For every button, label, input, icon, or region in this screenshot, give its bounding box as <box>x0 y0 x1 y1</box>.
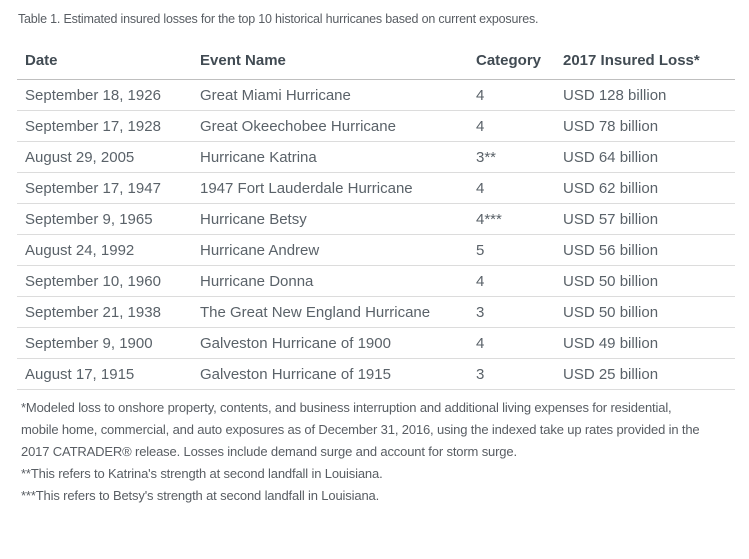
cell-event-name: Great Okeechobee Hurricane <box>192 110 468 142</box>
cell-insured-loss: USD 50 billion <box>555 265 735 297</box>
cell-category: 4 <box>468 327 555 359</box>
cell-category: 3** <box>468 141 555 173</box>
cell-event-name: Hurricane Katrina <box>192 141 468 173</box>
table-header: Date Event Name Category 2017 Insured Lo… <box>17 40 735 80</box>
footnote-line: **This refers to Katrina's strength at s… <box>21 466 383 481</box>
cell-date: September 18, 1926 <box>17 79 192 111</box>
cell-date: September 17, 1947 <box>17 172 192 204</box>
table-row: September 17, 1928 Great Okeechobee Hurr… <box>17 110 735 142</box>
cell-event-name: Galveston Hurricane of 1900 <box>192 327 468 359</box>
header-row: Date Event Name Category 2017 Insured Lo… <box>17 40 735 80</box>
table-row: September 18, 1926 Great Miami Hurricane… <box>17 79 735 111</box>
table-row: August 17, 1915 Galveston Hurricane of 1… <box>17 358 735 390</box>
column-header-category: Category <box>468 40 555 80</box>
cell-event-name: 1947 Fort Lauderdale Hurricane <box>192 172 468 204</box>
cell-category: 4 <box>468 265 555 297</box>
cell-category: 4*** <box>468 203 555 235</box>
cell-category: 5 <box>468 234 555 266</box>
footnote-line: 2017 CATRADER® release. Losses include d… <box>21 444 517 459</box>
cell-insured-loss: USD 50 billion <box>555 296 735 328</box>
column-header-date: Date <box>17 40 192 80</box>
cell-event-name: Hurricane Andrew <box>192 234 468 266</box>
cell-insured-loss: USD 128 billion <box>555 79 735 111</box>
cell-date: September 9, 1900 <box>17 327 192 359</box>
table-row: September 10, 1960 Hurricane Donna 4 USD… <box>17 265 735 297</box>
footnotes: *Modeled loss to onshore property, conte… <box>21 397 749 507</box>
footnote-line: mobile home, commercial, and auto exposu… <box>21 422 700 437</box>
cell-event-name: The Great New England Hurricane <box>192 296 468 328</box>
table-row: September 17, 1947 1947 Fort Lauderdale … <box>17 172 735 204</box>
footnote-line: ***This refers to Betsy's strength at se… <box>21 488 380 503</box>
page: { "title": "Table 1. Estimated insured l… <box>0 12 749 559</box>
footnote-line: *Modeled loss to onshore property, conte… <box>21 400 672 415</box>
cell-category: 4 <box>468 110 555 142</box>
cell-category: 3 <box>468 296 555 328</box>
hurricane-loss-table: Date Event Name Category 2017 Insured Lo… <box>17 40 735 390</box>
table-row: September 9, 1900 Galveston Hurricane of… <box>17 327 735 359</box>
cell-date: August 29, 2005 <box>17 141 192 173</box>
cell-date: September 10, 1960 <box>17 265 192 297</box>
cell-category: 4 <box>468 79 555 111</box>
column-header-event-name: Event Name <box>192 40 468 80</box>
cell-insured-loss: USD 25 billion <box>555 358 735 390</box>
cell-event-name: Hurricane Donna <box>192 265 468 297</box>
cell-insured-loss: USD 57 billion <box>555 203 735 235</box>
cell-event-name: Hurricane Betsy <box>192 203 468 235</box>
table-row: September 9, 1965 Hurricane Betsy 4*** U… <box>17 203 735 235</box>
cell-date: September 21, 1938 <box>17 296 192 328</box>
table-row: September 21, 1938 The Great New England… <box>17 296 735 328</box>
cell-insured-loss: USD 64 billion <box>555 141 735 173</box>
cell-date: August 24, 1992 <box>17 234 192 266</box>
table-row: August 29, 2005 Hurricane Katrina 3** US… <box>17 141 735 173</box>
cell-event-name: Galveston Hurricane of 1915 <box>192 358 468 390</box>
cell-insured-loss: USD 62 billion <box>555 172 735 204</box>
cell-date: September 9, 1965 <box>17 203 192 235</box>
cell-date: September 17, 1928 <box>17 110 192 142</box>
cell-insured-loss: USD 49 billion <box>555 327 735 359</box>
table-row: August 24, 1992 Hurricane Andrew 5 USD 5… <box>17 234 735 266</box>
table-body: September 18, 1926 Great Miami Hurricane… <box>17 79 735 390</box>
cell-date: August 17, 1915 <box>17 358 192 390</box>
cell-category: 3 <box>468 358 555 390</box>
column-header-insured-loss: 2017 Insured Loss* <box>555 40 735 80</box>
cell-event-name: Great Miami Hurricane <box>192 79 468 111</box>
cell-insured-loss: USD 78 billion <box>555 110 735 142</box>
cell-insured-loss: USD 56 billion <box>555 234 735 266</box>
table-caption: Table 1. Estimated insured losses for th… <box>18 12 539 26</box>
cell-category: 4 <box>468 172 555 204</box>
